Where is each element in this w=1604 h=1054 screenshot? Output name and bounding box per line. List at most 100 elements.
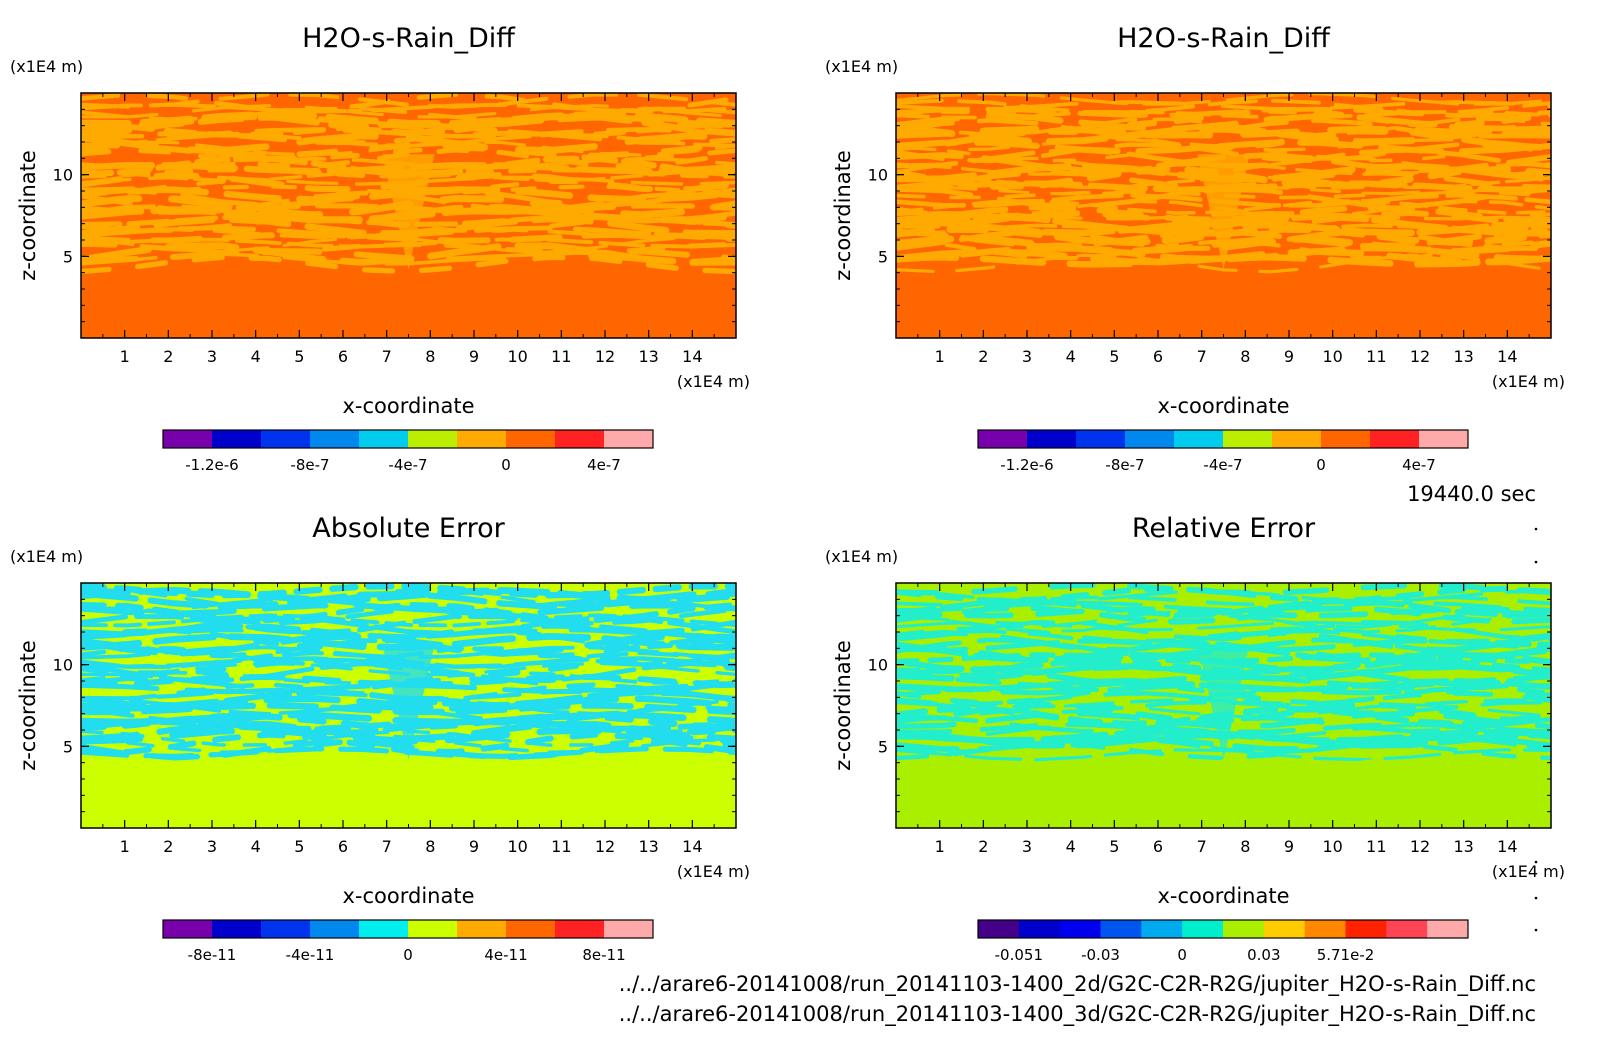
colorbar-swatch (408, 920, 458, 938)
colorbar-swatch (1174, 430, 1224, 448)
panel-2: H2O-s-Rain_Diff(x1E4 m)1 2 3 4 5 6 7 8 9 10 11 12 13… (825, 23, 1565, 474)
panel-title: H2O-s-Rain_Diff (1117, 23, 1331, 54)
colorbar-swatch (1223, 430, 1273, 448)
colorbar: -1.2e-6 -8e-7 -4e-7 0 4e-7 (162, 429, 654, 474)
x-tick-label: 6 (1153, 347, 1163, 366)
colorbar-swatch (1370, 430, 1420, 448)
colorbar-swatch (1345, 920, 1387, 938)
colorbar-tick-label: 5.71e-2 (1317, 946, 1375, 964)
colorbar-swatch (1321, 430, 1371, 448)
colorbar-tick-label: -0.051 (995, 946, 1043, 964)
footer-path-2d: ../../arare6-20141008/run_20141103-1400_… (619, 972, 1536, 997)
panel-title: H2O-s-Rain_Diff (302, 23, 516, 54)
x-tick-label: 2 (978, 347, 988, 366)
colorbar-tick-label: -1.2e-6 (1000, 456, 1053, 474)
y-tick-label: 5 (878, 247, 888, 266)
y-tick-label: 10 (53, 656, 73, 675)
colorbar-tick-label: -4e-7 (388, 456, 427, 474)
colorbar-tick-label: 4e-7 (1402, 456, 1436, 474)
colorbar-tick-label: 0 (501, 456, 511, 474)
colorbar-tick-label: -8e-7 (1105, 456, 1144, 474)
x-tick-label: 3 (1022, 347, 1032, 366)
colorbar-tick-label: 0.03 (1247, 946, 1280, 964)
colorbar-swatch (1223, 920, 1265, 938)
colorbar-swatch (1427, 920, 1469, 938)
colorbar: -1.2e-6 -8e-7 -4e-7 0 4e-7 (977, 429, 1469, 474)
y-axis-label: z-coordinate (16, 640, 40, 771)
x-tick-label: 11 (551, 837, 571, 856)
x-tick-label: 3 (207, 837, 217, 856)
x-tick-label: 4 (1066, 347, 1076, 366)
x-unit-label: (x1E4 m) (1492, 372, 1565, 391)
colorbar-swatch (457, 920, 507, 938)
x-tick-label: 14 (1497, 347, 1517, 366)
heatmap-field (896, 93, 1551, 338)
x-tick-label: 1 (120, 347, 130, 366)
x-tick-label: 9 (469, 837, 479, 856)
y-axis-label: z-coordinate (16, 150, 40, 281)
colorbar-tick-label: -4e-11 (286, 946, 335, 964)
colorbar-swatch (457, 430, 507, 448)
colorbar-swatch (555, 920, 605, 938)
colorbar-swatch (1263, 920, 1306, 938)
panel-4: Relative Error(x1E4 m)1 2 3 4 5 6 7 8 9 10 11 12 13 1… (825, 513, 1565, 964)
colorbar-swatch (978, 430, 1028, 448)
x-tick-label: 10 (1322, 837, 1342, 856)
colorbar: -8e-11 -4e-11 0 4e-11 8e-11 (162, 919, 654, 964)
colorbar-swatch (163, 920, 213, 938)
x-tick-label: 14 (1497, 837, 1517, 856)
colorbar-swatch (1018, 920, 1061, 938)
x-tick-label: 11 (551, 347, 571, 366)
x-tick-label: 1 (935, 347, 945, 366)
y-tick-label: 5 (878, 737, 888, 756)
colorbar-swatch (1386, 920, 1428, 938)
colorbar-tick-label: 8e-11 (582, 946, 625, 964)
colorbar-tick-label: 4e-11 (484, 946, 527, 964)
colorbar-tick-label: -0.03 (1081, 946, 1120, 964)
x-unit-label: (x1E4 m) (1492, 862, 1565, 881)
colorbar-swatch (1027, 430, 1077, 448)
heatmap-field (896, 583, 1551, 828)
x-unit-label: (x1E4 m) (677, 372, 750, 391)
x-tick-label: 3 (207, 347, 217, 366)
edge-dots (1534, 527, 1538, 932)
y-tick-label: 10 (53, 166, 73, 185)
x-tick-label: 7 (1197, 347, 1207, 366)
x-tick-label: 1 (935, 837, 945, 856)
colorbar-swatch (1100, 920, 1142, 938)
x-tick-label: 4 (251, 837, 261, 856)
y-tick-label: 5 (63, 737, 73, 756)
y-axis-label: z-coordinate (831, 640, 855, 771)
colorbar-swatch (604, 920, 654, 938)
colorbar-swatch (310, 920, 360, 938)
colorbar-tick-label: 0 (403, 946, 413, 964)
colorbar-tick-label: -8e-11 (188, 946, 237, 964)
heatmap-field (81, 583, 736, 828)
x-tick-label: 12 (595, 347, 615, 366)
x-tick-label: 5 (1109, 837, 1119, 856)
colorbar-tick-label: 0 (1177, 946, 1187, 964)
x-tick-label: 7 (382, 347, 392, 366)
x-tick-label: 6 (338, 347, 348, 366)
colorbar-tick-label: 4e-7 (587, 456, 621, 474)
x-tick-label: 8 (425, 347, 435, 366)
colorbar-swatch (978, 920, 1020, 938)
colorbar-swatch (1076, 430, 1126, 448)
x-tick-label: 6 (1153, 837, 1163, 856)
colorbar-swatch (408, 430, 458, 448)
y-unit-label: (x1E4 m) (10, 547, 83, 566)
y-unit-label: (x1E4 m) (10, 57, 83, 76)
footer-path-3d: ../../arare6-20141008/run_20141103-1400_… (619, 1002, 1536, 1027)
colorbar-swatch (1304, 920, 1346, 938)
panel-title: Relative Error (1132, 513, 1316, 544)
x-tick-label: 13 (1453, 347, 1473, 366)
x-tick-label: 14 (682, 347, 702, 366)
x-tick-label: 7 (1197, 837, 1207, 856)
colorbar-swatch (506, 430, 556, 448)
x-tick-label: 10 (507, 347, 527, 366)
timestamp-label: 19440.0 sec (1407, 482, 1536, 506)
x-tick-label: 2 (978, 837, 988, 856)
x-tick-label: 11 (1366, 837, 1386, 856)
colorbar-swatch (555, 430, 605, 448)
